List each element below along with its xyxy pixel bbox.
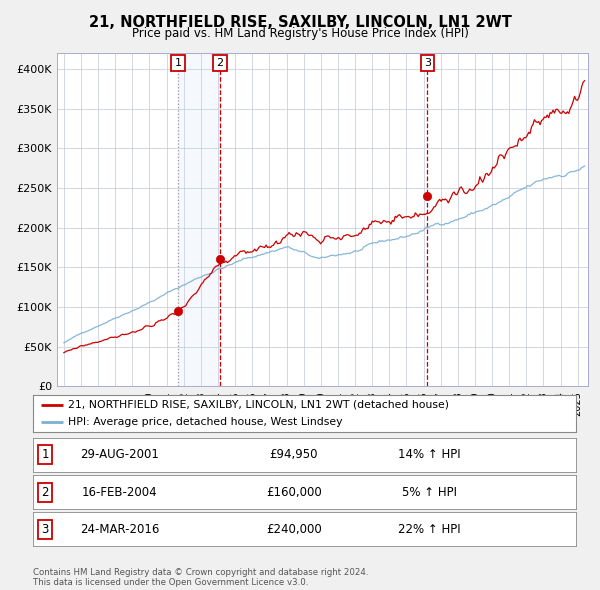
Text: 3: 3 (424, 58, 431, 68)
Text: 16-FEB-2004: 16-FEB-2004 (82, 486, 158, 499)
Text: 24-MAR-2016: 24-MAR-2016 (80, 523, 160, 536)
Text: 2: 2 (217, 58, 224, 68)
Text: 22% ↑ HPI: 22% ↑ HPI (398, 523, 461, 536)
Text: 29-AUG-2001: 29-AUG-2001 (80, 448, 160, 461)
Text: 1: 1 (41, 448, 49, 461)
Text: 2: 2 (41, 486, 49, 499)
Bar (178, 53, 220, 386)
Text: HPI: Average price, detached house, West Lindsey: HPI: Average price, detached house, West… (68, 417, 343, 427)
Text: £240,000: £240,000 (266, 523, 322, 536)
Text: 14% ↑ HPI: 14% ↑ HPI (398, 448, 461, 461)
Text: 1: 1 (175, 58, 181, 68)
Text: £94,950: £94,950 (269, 448, 318, 461)
Text: 5% ↑ HPI: 5% ↑ HPI (402, 486, 457, 499)
Text: 3: 3 (41, 523, 49, 536)
Text: 21, NORTHFIELD RISE, SAXILBY, LINCOLN, LN1 2WT: 21, NORTHFIELD RISE, SAXILBY, LINCOLN, L… (89, 15, 511, 30)
Text: £160,000: £160,000 (266, 486, 322, 499)
Text: Contains HM Land Registry data © Crown copyright and database right 2024.
This d: Contains HM Land Registry data © Crown c… (33, 568, 368, 587)
Text: Price paid vs. HM Land Registry's House Price Index (HPI): Price paid vs. HM Land Registry's House … (131, 27, 469, 40)
Text: 21, NORTHFIELD RISE, SAXILBY, LINCOLN, LN1 2WT (detached house): 21, NORTHFIELD RISE, SAXILBY, LINCOLN, L… (68, 400, 449, 409)
